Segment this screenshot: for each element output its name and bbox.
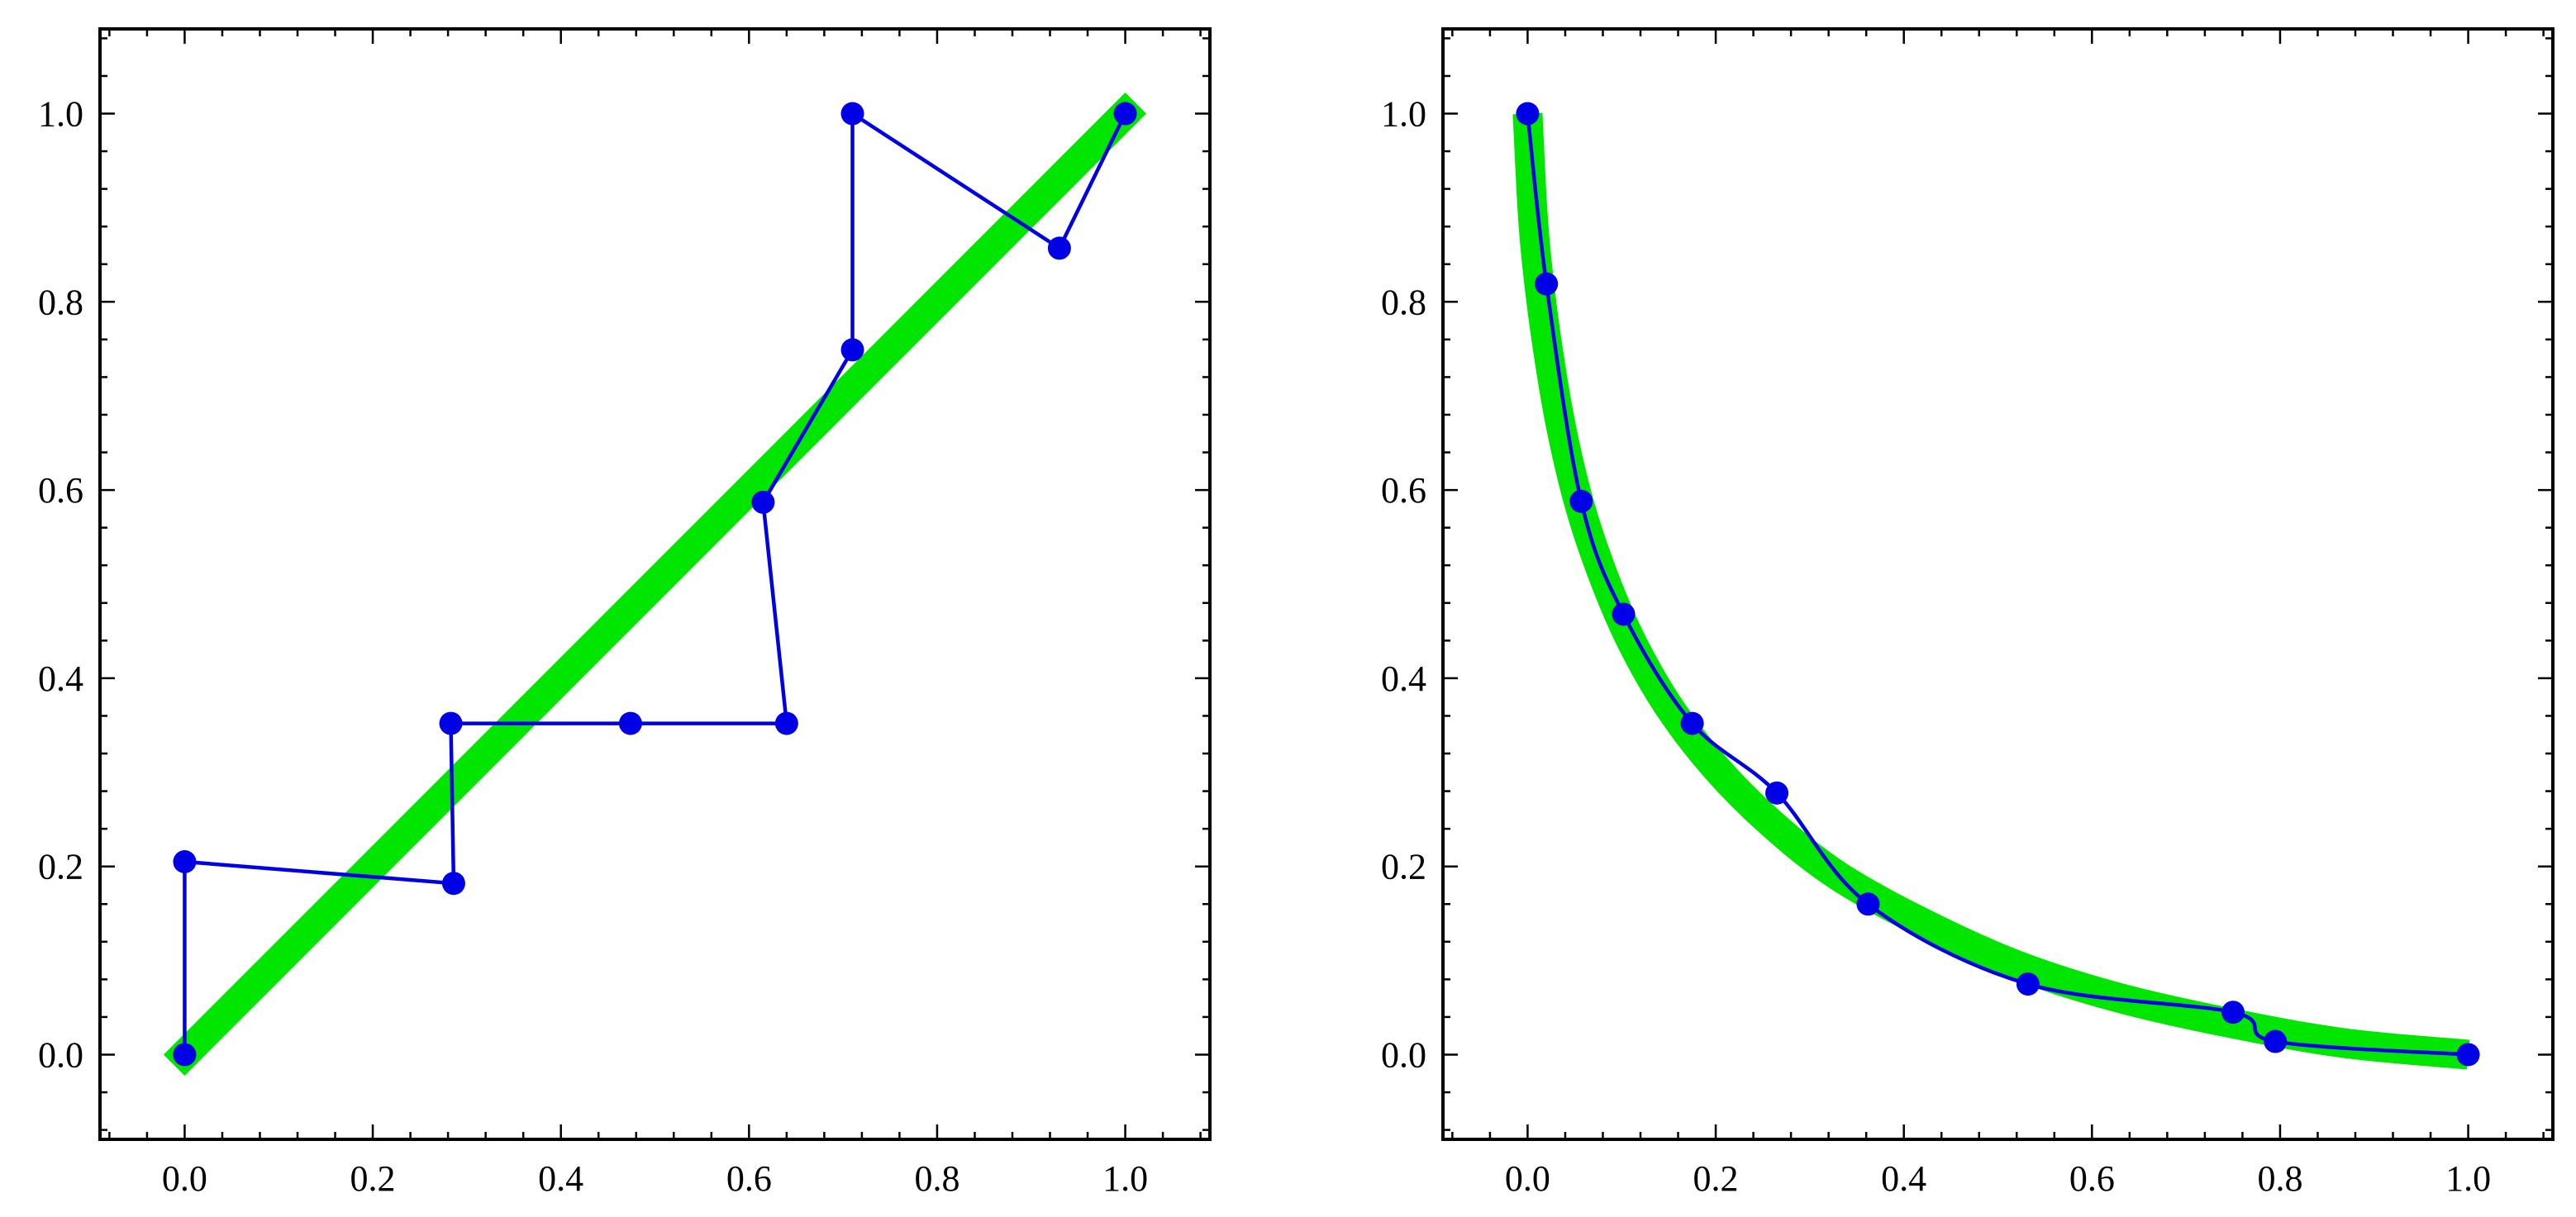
left-y-tick-label: 0.2 <box>38 847 83 887</box>
left-chart-panel: 0.0 0.2 0.4 0.6 0.8 1.0 0.0 0.2 0.4 0.6 0.8 1.0 <box>38 27 1212 1199</box>
left-x-tick-label: 0.2 <box>350 1158 396 1199</box>
left-reference-band <box>163 93 1147 1076</box>
right-x-tick-label: 1.0 <box>2445 1158 2491 1199</box>
right-y-tick-label: 0.4 <box>1381 658 1426 699</box>
left-data-point <box>618 711 642 735</box>
right-x-tick-label: 0.6 <box>2069 1158 2115 1199</box>
left-data-point <box>173 1043 197 1067</box>
left-data-point <box>1113 102 1137 126</box>
left-data-point <box>840 102 864 126</box>
left-data-point <box>751 490 775 514</box>
left-data-point <box>774 711 798 735</box>
right-data-point <box>1765 781 1789 805</box>
left-x-tick-label: 0.8 <box>914 1158 959 1199</box>
right-y-tick-label: 0.6 <box>1381 470 1426 511</box>
right-y-tick-label: 1.0 <box>1381 94 1426 135</box>
right-data-point <box>2221 1001 2245 1024</box>
left-y-tick-label: 0.0 <box>38 1034 83 1075</box>
right-x-tick-label: 0.4 <box>1881 1158 1926 1199</box>
right-data-point <box>1535 272 1559 296</box>
right-data-point <box>1612 602 1636 626</box>
left-x-tick-label: 0.0 <box>162 1158 207 1199</box>
left-y-tick-label: 0.4 <box>38 658 83 699</box>
left-data-point <box>441 872 465 896</box>
left-frame <box>98 27 1212 1141</box>
right-reference-band <box>1512 112 2470 1070</box>
right-y-tick-label: 0.8 <box>1381 282 1426 322</box>
left-y-tick-label: 0.6 <box>38 470 83 511</box>
right-data-point <box>1569 489 1593 513</box>
left-data-point <box>1047 236 1071 260</box>
right-y-tick-label: 0.0 <box>1381 1034 1426 1075</box>
right-data-point <box>1516 102 1540 126</box>
right-frame <box>1441 27 2555 1141</box>
left-data-point <box>439 711 463 735</box>
left-x-tick-label: 1.0 <box>1102 1158 1148 1199</box>
right-y-tick-label: 0.2 <box>1381 847 1426 887</box>
right-x-tick-label: 0.8 <box>2257 1158 2302 1199</box>
right-data-point <box>1680 711 1704 735</box>
right-chart-panel: 0.0 0.2 0.4 0.6 0.8 1.0 0.0 0.2 0.4 0.6 0.8 1.0 <box>1381 27 2555 1199</box>
left-data-point <box>173 850 197 873</box>
left-data-point <box>840 338 864 362</box>
left-y-tick-label: 1.0 <box>38 94 83 135</box>
left-x-tick-label: 0.6 <box>726 1158 772 1199</box>
left-y-tick-label: 0.8 <box>38 282 83 322</box>
left-x-tick-label: 0.4 <box>538 1158 583 1199</box>
right-data-point <box>2264 1029 2288 1053</box>
right-x-tick-label: 0.0 <box>1505 1158 1550 1199</box>
right-x-tick-label: 0.2 <box>1693 1158 1739 1199</box>
right-data-point <box>1856 892 1880 916</box>
right-data-point <box>2016 972 2040 996</box>
right-data-point <box>2456 1043 2480 1067</box>
